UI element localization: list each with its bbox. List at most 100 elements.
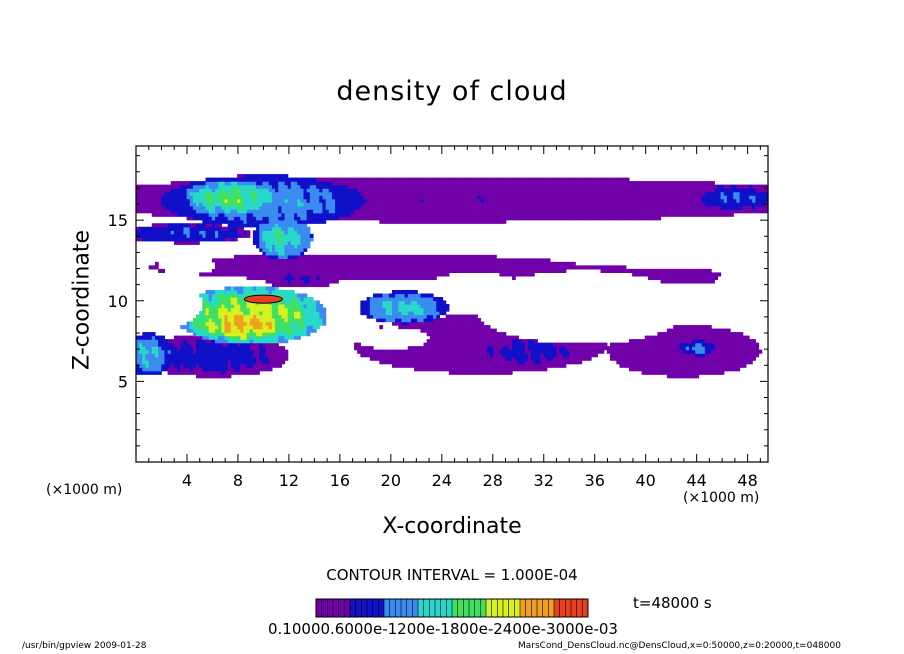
field-cell (192, 356, 197, 361)
field-cell (477, 321, 482, 326)
field-cell (275, 279, 279, 284)
field-cell (281, 251, 286, 256)
field-cell (508, 353, 513, 358)
field-cell (467, 325, 472, 330)
field-cell (477, 198, 482, 203)
field-cell (401, 272, 406, 277)
field-cell (679, 209, 684, 214)
field-cell (211, 346, 216, 351)
field-cell (243, 360, 248, 365)
field-cell (537, 198, 542, 203)
field-cell (233, 226, 238, 231)
field-cell (192, 223, 197, 228)
field-cell (331, 209, 336, 214)
field-cell (515, 356, 519, 361)
field-cell (689, 328, 693, 333)
field-cell (531, 363, 535, 368)
field-cell (154, 237, 159, 242)
field-cell (679, 202, 684, 207)
field-cell (281, 335, 286, 340)
field-cell (227, 356, 232, 361)
field-cell (221, 332, 226, 337)
field-cell (354, 261, 358, 266)
field-cell (442, 311, 447, 316)
field-cell (493, 258, 497, 263)
field-cell (464, 339, 469, 344)
field-cell (322, 216, 327, 221)
field-cell (531, 205, 535, 210)
field-cell (619, 205, 624, 210)
field-cell (388, 272, 393, 277)
field-cell (287, 321, 292, 326)
field-cell (328, 212, 333, 217)
field-cell (347, 202, 352, 207)
field-cell (436, 342, 440, 347)
field-cell (376, 300, 380, 305)
field-cell (695, 212, 700, 217)
field-cell (145, 342, 150, 347)
field-cell (227, 328, 232, 333)
field-cell (711, 279, 715, 284)
field-cell (246, 307, 251, 312)
field-cell (183, 356, 188, 361)
field-cell (382, 300, 387, 305)
field-cell (663, 198, 668, 203)
field-cell (259, 318, 263, 323)
field-cell (486, 356, 491, 361)
field-cell (373, 209, 377, 214)
field-cell (252, 328, 257, 333)
field-cell (281, 356, 286, 361)
field-cell (613, 202, 617, 207)
field-cell (496, 209, 500, 214)
field-cell (423, 202, 428, 207)
field-cell (395, 296, 399, 302)
field-cell (309, 261, 314, 266)
field-cell (417, 349, 421, 354)
field-cell (689, 325, 693, 330)
field-cell (682, 374, 687, 379)
field-cell (458, 356, 463, 361)
field-cell (458, 212, 463, 217)
field-cell (622, 265, 627, 270)
field-cell (439, 209, 444, 214)
field-cell (224, 374, 229, 379)
field-cell (211, 318, 216, 323)
field-cell (382, 265, 387, 270)
field-cell (470, 332, 475, 337)
field-cell (360, 275, 365, 281)
field-cell (518, 272, 523, 277)
field-cell (268, 198, 273, 203)
field-cell (268, 261, 273, 266)
field-cell (180, 209, 184, 214)
field-cell (414, 293, 418, 298)
field-cell (227, 198, 232, 203)
field-cell (275, 363, 279, 368)
field-cell (657, 212, 662, 217)
field-cell (177, 195, 181, 200)
field-cell (423, 261, 428, 266)
field-cell (508, 209, 513, 214)
field-cell (151, 233, 156, 238)
field-cell (341, 202, 346, 207)
field-cell (199, 332, 203, 337)
field-cell (376, 254, 380, 259)
field-cell (407, 254, 412, 259)
field-cell (262, 356, 267, 361)
field-cell (635, 272, 640, 277)
field-cell (496, 198, 500, 203)
field-cell (647, 339, 652, 344)
field-cell (211, 307, 216, 312)
field-cell (480, 356, 485, 361)
field-cell (673, 335, 677, 340)
field-cell (622, 209, 627, 214)
field-cell (335, 202, 339, 207)
field-cell (208, 304, 213, 309)
field-cell (259, 268, 263, 273)
field-cell (208, 272, 213, 277)
field-cell (161, 363, 166, 368)
field-cell (211, 363, 216, 368)
field-cell (553, 268, 557, 273)
field-cell (632, 360, 636, 365)
field-cell (717, 360, 722, 365)
field-cell (613, 346, 617, 351)
